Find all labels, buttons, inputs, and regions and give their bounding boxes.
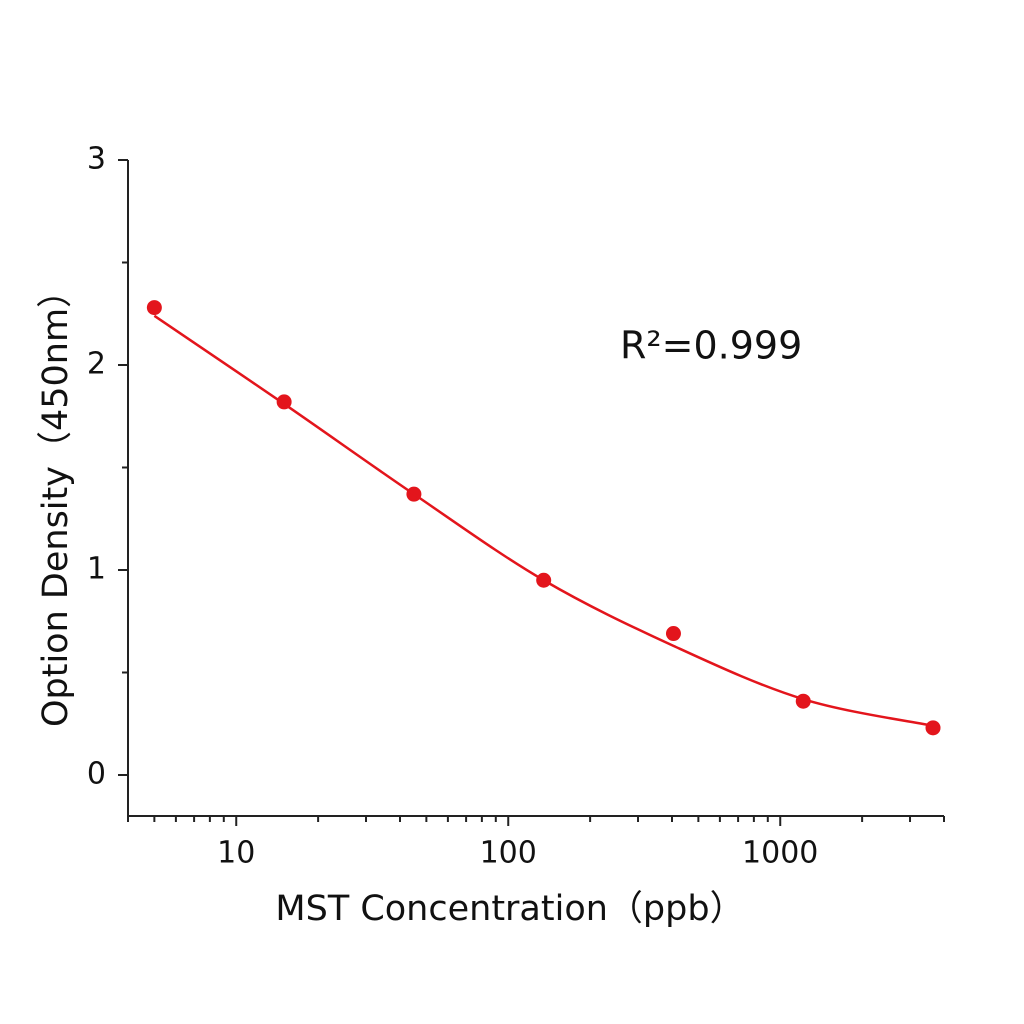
- x-axis-label: MST Concentration（ppb）: [275, 889, 744, 929]
- annotation: R²=0.999: [620, 324, 802, 368]
- data-point: [146, 300, 162, 316]
- x-tick-label: 1000: [742, 836, 818, 871]
- y-axis-label: Option Density（450nm）: [36, 273, 76, 727]
- x-tick-label: 100: [480, 836, 537, 871]
- y-tick-label: 1: [87, 552, 106, 587]
- x-tick-label: 10: [217, 836, 255, 871]
- data-point: [665, 626, 681, 642]
- y-tick-label: 3: [87, 142, 106, 177]
- y-tick-label: 0: [87, 757, 106, 792]
- y-tick-label: 2: [87, 347, 106, 382]
- fit-curve: [153, 314, 934, 728]
- data-point: [925, 720, 941, 736]
